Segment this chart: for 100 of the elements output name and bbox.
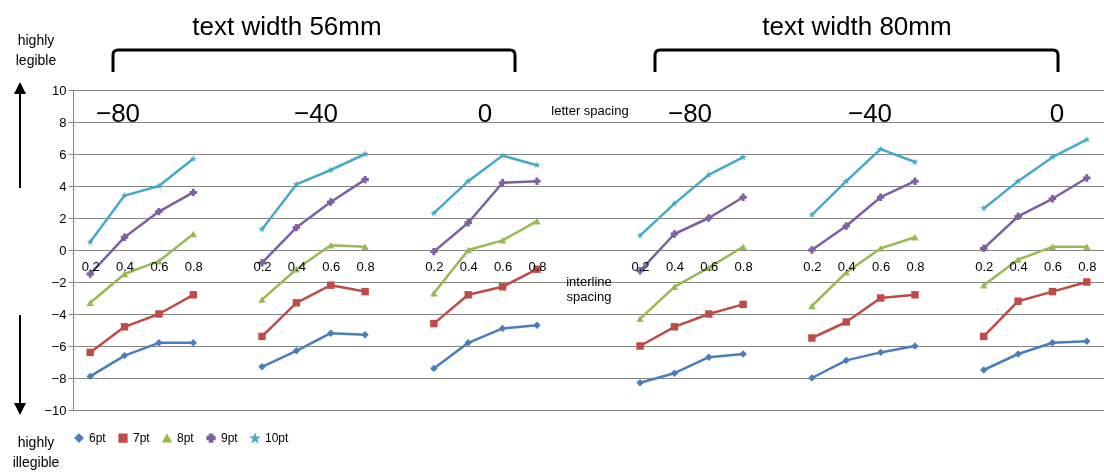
point [86, 348, 94, 357]
annotation: −80 [95, 97, 141, 129]
point [636, 315, 644, 323]
point [876, 294, 885, 302]
point [430, 364, 438, 373]
x-tick-label: 0.4 [1009, 258, 1028, 274]
x-tick-label: 0.8 [356, 258, 375, 274]
point [258, 332, 266, 341]
point [464, 291, 472, 299]
point [1048, 153, 1056, 161]
legend-label: 10pt [265, 431, 290, 446]
y-tick-label: 0 [59, 242, 67, 258]
x-tick-label: 0.2 [975, 258, 994, 274]
point [1083, 174, 1091, 182]
point [980, 204, 988, 212]
point [327, 329, 335, 337]
point [670, 230, 679, 238]
point [430, 319, 438, 328]
x-tick-label: 0.8 [184, 258, 203, 274]
point [361, 331, 369, 339]
point [980, 244, 988, 253]
x-tick-label: 0.8 [528, 258, 547, 274]
annotation: 0 [1049, 97, 1065, 129]
point [327, 198, 335, 206]
point [842, 222, 850, 230]
point [189, 291, 197, 299]
point [155, 339, 163, 347]
point [739, 243, 747, 251]
y-tick-label: 4 [59, 178, 67, 194]
point [670, 323, 679, 331]
y-tick-label: 10 [52, 82, 67, 98]
point [155, 310, 163, 318]
x-tick-label: 0.2 [803, 258, 822, 274]
point [533, 161, 541, 169]
annotation: 0 [477, 97, 493, 129]
x-tick-label: 0.6 [1043, 258, 1062, 274]
point [1048, 243, 1057, 251]
annotation: −40 [293, 97, 339, 129]
x-tick-label: 0.6 [150, 258, 169, 274]
point [292, 299, 301, 307]
point [808, 334, 816, 342]
point [1083, 243, 1091, 251]
point [877, 145, 885, 153]
x-tick-label: 0.4 [116, 258, 135, 274]
point [842, 177, 850, 185]
x-tick-label: 0.8 [734, 258, 753, 274]
point [670, 369, 679, 377]
point [86, 299, 94, 307]
point [1014, 297, 1022, 305]
point [1083, 135, 1091, 143]
point [292, 347, 301, 355]
x-tick-label: 0.2 [425, 258, 444, 274]
point [911, 158, 919, 165]
point [1048, 195, 1057, 203]
point [739, 193, 747, 201]
point [464, 246, 472, 254]
point [327, 281, 335, 289]
point [189, 339, 197, 347]
y-tick-label: −4 [51, 306, 67, 322]
x-axis-title: interline spacing [566, 273, 612, 304]
text: highly legible [14, 31, 58, 70]
point [980, 366, 988, 374]
point [120, 351, 129, 360]
legend-label: 6pt [89, 431, 107, 446]
point [739, 153, 747, 161]
point [670, 199, 678, 207]
x-tick-label: 0.6 [322, 258, 341, 274]
point [533, 177, 541, 185]
point [189, 188, 197, 197]
x-tick-label: 0.8 [1078, 258, 1097, 274]
point [86, 238, 94, 245]
point [842, 318, 850, 326]
point [705, 171, 713, 178]
point [464, 339, 472, 347]
x-tick-label: 0.4 [459, 258, 478, 274]
y-tick-label: 6 [59, 146, 67, 162]
legend-label: 9pt [221, 431, 239, 446]
y-tick-label: 2 [59, 210, 67, 226]
y-tick-label: −2 [51, 274, 67, 290]
x-tick-label: 0.6 [872, 258, 891, 274]
point [636, 231, 644, 239]
point [1048, 339, 1057, 347]
point [498, 237, 507, 244]
x-tick-label: 0.2 [81, 258, 100, 274]
point [1083, 278, 1091, 286]
annotation: −80 [667, 97, 713, 129]
point [705, 353, 713, 361]
x-tick-label: 0.2 [253, 258, 272, 274]
x-tick-label: 0.8 [906, 258, 925, 274]
point [120, 323, 129, 331]
point [499, 151, 507, 159]
annotation: letter spacing [551, 102, 629, 118]
text: text width 80mm [762, 10, 952, 42]
point [258, 225, 266, 233]
point [705, 214, 713, 222]
point [808, 246, 816, 254]
point [636, 342, 644, 350]
legend-label: 7pt [133, 431, 151, 446]
point [705, 310, 713, 318]
x-tick-label: 0.4 [665, 258, 684, 274]
